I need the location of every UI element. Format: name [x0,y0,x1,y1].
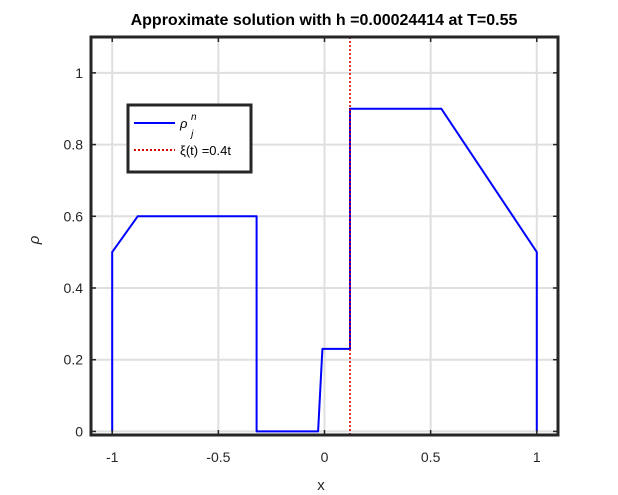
ticks [91,37,558,435]
chart-title: Approximate solution with h =0.00024414 … [131,12,518,29]
y-tick-label: 0.2 [64,352,84,368]
series-line-rho [111,107,538,433]
y-tick-label: 0.6 [64,208,84,224]
x-axis-label: x [317,477,325,494]
y-tick-label: 1 [75,65,83,81]
legend-box [126,103,253,174]
y-tick-label: 0 [75,423,83,439]
y-axis-label: ρ [26,235,43,245]
x-tick-label: -0.5 [206,449,230,465]
plot-area [111,37,538,435]
y-tick-label: 0.8 [64,137,84,153]
x-tick-label: -1 [106,449,119,465]
x-tick-label: 0 [321,449,329,465]
y-tick-label: 0.4 [64,280,84,296]
legend-label-rho: ρ j n [179,112,197,140]
grid [91,37,558,435]
x-tick-label: 0.5 [421,449,441,465]
tick-labels: -1 -0.5 0 0.5 1 0 0.2 0.4 0.6 0.8 1 [64,65,541,465]
legend: ρ j n ξ(t) =0.4t [126,103,253,174]
legend-label-xi: ξ(t) =0.4t [180,143,231,158]
x-tick-label: 1 [533,449,541,465]
